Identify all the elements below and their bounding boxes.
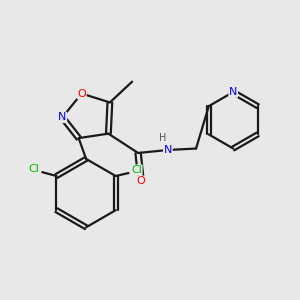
Text: Cl: Cl — [29, 164, 40, 174]
Text: N: N — [229, 87, 237, 97]
Text: H: H — [159, 133, 166, 143]
Text: O: O — [77, 88, 86, 98]
Text: O: O — [137, 176, 146, 186]
Text: N: N — [164, 145, 172, 155]
Text: Cl: Cl — [131, 165, 142, 175]
Text: N: N — [58, 112, 67, 122]
